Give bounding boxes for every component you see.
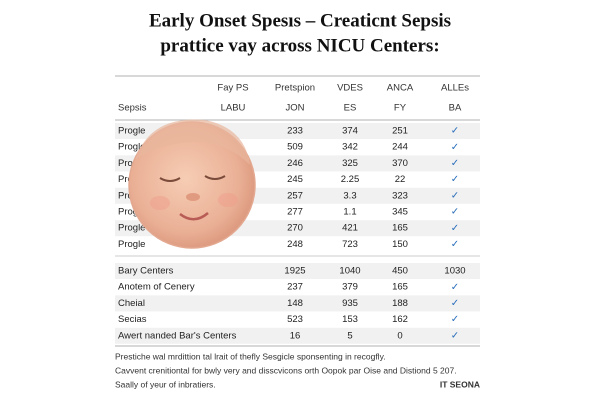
cell: 523 (287, 314, 303, 325)
cell: 150 (392, 239, 408, 250)
header-cell: LABU (221, 103, 246, 114)
cell: 1.1 (343, 207, 356, 218)
cell: 148 (287, 298, 303, 309)
cell: 5 (347, 330, 352, 341)
row-label: Anotem of Cenery (118, 282, 195, 293)
header-cell: ALLEs (441, 83, 469, 94)
cell: 342 (342, 142, 358, 153)
cell: ✓ (451, 330, 459, 341)
cell: 379 (342, 282, 358, 293)
title-line: prattice vay across NICU Centers: (160, 35, 439, 56)
row-label: Bary Centers (118, 266, 174, 277)
cell: ✓ (451, 126, 459, 137)
cell: 2.25 (341, 174, 360, 185)
cell: ✓ (451, 282, 459, 293)
cell: 233 (287, 126, 303, 137)
cell: ✓ (451, 158, 459, 169)
cell: ✓ (451, 142, 459, 153)
row-label: Secias (118, 314, 147, 325)
cell: 153 (342, 314, 358, 325)
header-cell: Sepsis (118, 103, 147, 114)
row-label: Progle (118, 207, 145, 218)
cell: 270 (287, 223, 303, 234)
cell: 0 (397, 330, 402, 341)
cell: 323 (392, 190, 408, 201)
cell: ✓ (451, 239, 459, 250)
cell: 246 (287, 158, 303, 169)
footer-line: Cavvent crenitiontal for bwly very and d… (115, 365, 457, 375)
cell: 188 (392, 298, 408, 309)
cell: 165 (392, 282, 408, 293)
header-cell: Fay PS (217, 83, 248, 94)
cell: 345 (392, 207, 408, 218)
cell: ✓ (451, 174, 459, 185)
cell: 251 (392, 126, 408, 137)
row-label: Progle (118, 158, 145, 169)
footer-line: Prestiche wal mrdittion tal lrait of the… (115, 351, 386, 361)
cell: 1030 (444, 266, 465, 277)
row-stripe (115, 295, 480, 312)
footer-line: Saally of yeur of inbratiers. (115, 379, 216, 389)
cell: 370 (392, 158, 408, 169)
cell: 237 (287, 282, 303, 293)
cell: 257 (287, 190, 303, 201)
row-stripe (115, 327, 480, 344)
cell: ✓ (451, 298, 459, 309)
cell: 723 (342, 239, 358, 250)
row-label: Progle (118, 142, 145, 153)
title-line: Early Onset Spesıs – Creaticnt Sepsis (149, 10, 451, 31)
header-cell: JON (286, 103, 305, 114)
row-label: Progle (118, 239, 145, 250)
cell: 162 (392, 314, 408, 325)
brand: IT SEONA (440, 379, 480, 389)
header-cell: FY (394, 103, 407, 114)
cell: ✓ (451, 207, 459, 218)
cell: ✓ (451, 190, 459, 201)
row-stripe (115, 263, 480, 279)
cell: 165 (392, 223, 408, 234)
header-cell: VDES (337, 83, 363, 94)
cell: 509 (287, 142, 303, 153)
cell: 1925 (284, 266, 305, 277)
row-label: Cheial (118, 298, 145, 309)
cell: 3.3 (343, 190, 356, 201)
row-label: Awert nanded Bar's Centers (118, 330, 237, 341)
header-cell: ANCA (387, 83, 414, 94)
row-label: Progle (118, 223, 145, 234)
baby-photo (128, 119, 256, 249)
cell: 1040 (339, 266, 360, 277)
header-cell: BA (449, 103, 462, 114)
row-label: Progle (118, 126, 145, 137)
cell: 450 (392, 266, 408, 277)
cell: ✓ (451, 223, 459, 234)
cell: 421 (342, 223, 358, 234)
cell: 325 (342, 158, 358, 169)
header-cell: ES (344, 103, 357, 114)
cell: ✓ (451, 314, 459, 325)
cell: 244 (392, 142, 408, 153)
cell: 935 (342, 298, 358, 309)
cell: 22 (395, 174, 406, 185)
cell: 248 (287, 239, 303, 250)
cell: 16 (290, 330, 301, 341)
header-cell: Pretspion (275, 83, 315, 94)
cell: 245 (287, 174, 303, 185)
cell: 277 (287, 207, 303, 218)
cell: 374 (342, 126, 358, 137)
